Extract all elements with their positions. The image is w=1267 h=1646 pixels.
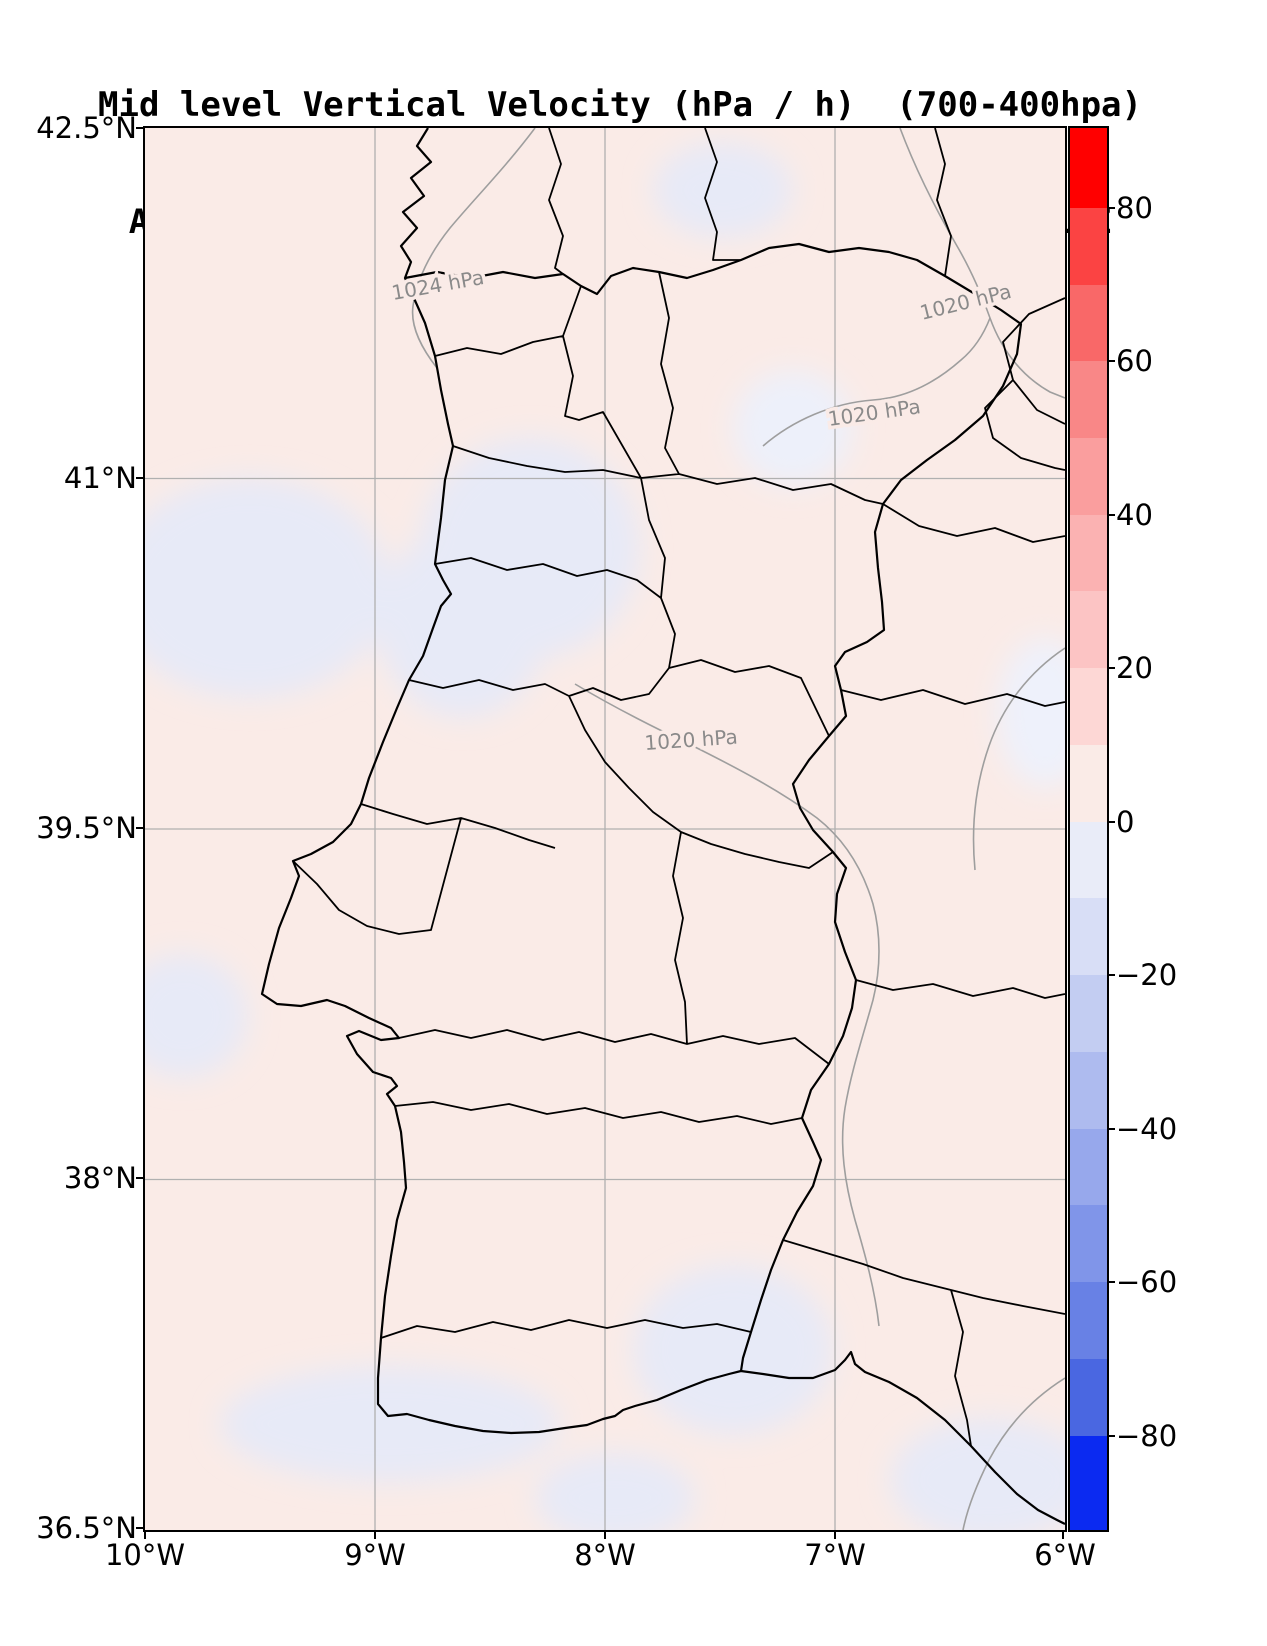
colorbar-segment bbox=[1070, 128, 1107, 208]
ytick-38n: 38°N bbox=[63, 1161, 137, 1195]
xtick-7w: 7°W bbox=[804, 1538, 866, 1572]
xtick-mark bbox=[834, 1530, 836, 1539]
colorbar-segment bbox=[1070, 975, 1107, 1052]
colorbar-segment bbox=[1070, 361, 1107, 438]
colorbar-segment bbox=[1070, 668, 1107, 745]
isobar-label-1020-a: 1020 hPa bbox=[917, 279, 1013, 325]
ytick-mark bbox=[136, 1177, 145, 1179]
colorbar-segment bbox=[1070, 1051, 1107, 1129]
ytick-mark bbox=[136, 477, 145, 479]
colorbar-segment bbox=[1070, 514, 1107, 592]
colorbar bbox=[1068, 126, 1109, 1532]
colorbar-segment bbox=[1070, 284, 1107, 362]
colorbar-tick-mark bbox=[1107, 1127, 1115, 1130]
xtick-mark bbox=[1062, 1530, 1064, 1539]
colorbar-tick-label: −20 bbox=[1116, 958, 1178, 993]
isobar-lines bbox=[411, 128, 1065, 1530]
colorbar-tick-label: −40 bbox=[1116, 1111, 1178, 1146]
colorbar-segment bbox=[1070, 744, 1107, 822]
xtick-8w: 8°W bbox=[574, 1538, 636, 1572]
xtick-mark bbox=[604, 1530, 606, 1539]
map-plot: 1024 hPa 1020 hPa 1020 hPa 1020 hPa bbox=[143, 126, 1067, 1532]
colorbar-tick-mark bbox=[1107, 1281, 1115, 1284]
colorbar-tick-label: 60 bbox=[1116, 344, 1153, 379]
colorbar-segment bbox=[1070, 1205, 1107, 1283]
colorbar-tick-mark bbox=[1107, 820, 1115, 823]
xtick-10w: 10°W bbox=[104, 1538, 186, 1572]
colorbar-segment bbox=[1070, 898, 1107, 976]
ytick-36-5n: 36.5°N bbox=[36, 1511, 137, 1545]
province-boundaries-path bbox=[548, 128, 1065, 1447]
colorbar-tick-label: 40 bbox=[1116, 497, 1153, 532]
colorbar-tick-label: 20 bbox=[1116, 651, 1153, 686]
isobar-label-1020-c: 1020 hPa bbox=[644, 725, 739, 755]
colorbar-tick-mark bbox=[1107, 360, 1115, 363]
colorbar-tick-label: 0 bbox=[1116, 804, 1135, 839]
colorbar-tick-label: −80 bbox=[1116, 1418, 1178, 1453]
colorbar-tick-mark bbox=[1107, 667, 1115, 670]
ytick-mark bbox=[136, 1527, 145, 1529]
colorbar-tick-label: 80 bbox=[1116, 190, 1153, 225]
ytick-41n: 41°N bbox=[63, 461, 137, 495]
map-canvas: 1024 hPa 1020 hPa 1020 hPa 1020 hPa bbox=[145, 128, 1065, 1530]
xtick-9w: 9°W bbox=[344, 1538, 406, 1572]
ytick-mark bbox=[136, 127, 145, 129]
colorbar-segment bbox=[1070, 1435, 1107, 1530]
xtick-6w: 6°W bbox=[1034, 1538, 1096, 1572]
ytick-mark bbox=[136, 827, 145, 829]
title-line-1: Mid level Vertical Velocity (hPa / h) (7… bbox=[98, 85, 1142, 125]
colorbar-segment bbox=[1070, 821, 1107, 899]
colorbar-segment bbox=[1070, 207, 1107, 285]
xtick-mark bbox=[374, 1530, 376, 1539]
colorbar-tick-mark bbox=[1107, 206, 1115, 209]
colorbar-tick-mark bbox=[1107, 513, 1115, 516]
colorbar-segment bbox=[1070, 1128, 1107, 1206]
coastline-path bbox=[260, 128, 1065, 1525]
ytick-39-5n: 39.5°N bbox=[36, 811, 137, 845]
colorbar-tick-mark bbox=[1107, 974, 1115, 977]
colorbar-segment bbox=[1070, 1282, 1107, 1359]
colorbar-tick-mark bbox=[1107, 1434, 1115, 1437]
xtick-mark bbox=[144, 1530, 146, 1539]
colorbar-segment bbox=[1070, 438, 1107, 515]
colorbar-segment bbox=[1070, 1358, 1107, 1436]
colorbar-segment bbox=[1070, 591, 1107, 669]
graticule-gridlines bbox=[145, 128, 1065, 1530]
ytick-42-5n: 42.5°N bbox=[36, 111, 137, 145]
country-border-path bbox=[404, 242, 1023, 1372]
negative-velocity-regions bbox=[145, 142, 1065, 1530]
colorbar-tick-label: −60 bbox=[1116, 1265, 1178, 1300]
district-boundaries-path bbox=[292, 271, 884, 1339]
